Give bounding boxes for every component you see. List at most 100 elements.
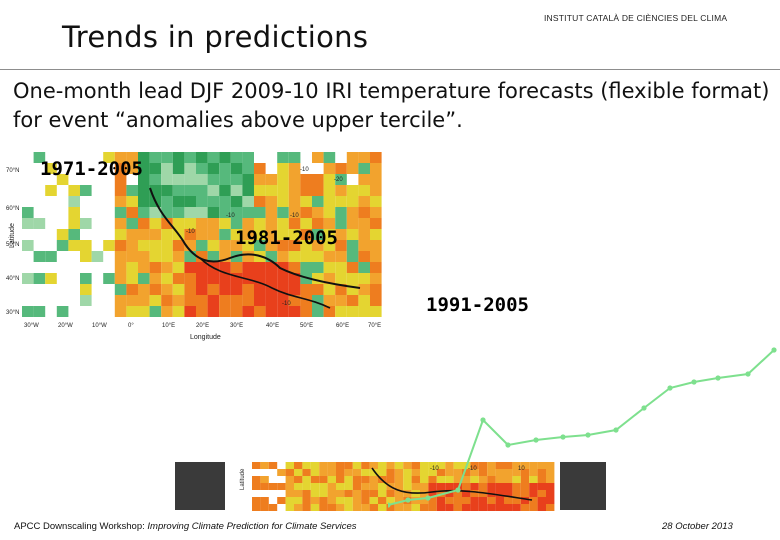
map-cell	[327, 504, 336, 511]
map-cell	[114, 306, 127, 317]
map-cell	[114, 196, 127, 207]
map-cell	[336, 497, 345, 504]
map-cell	[230, 207, 243, 218]
map-cell	[327, 483, 336, 490]
map-cell	[319, 504, 328, 511]
map-cell	[184, 273, 196, 284]
map-cell	[352, 483, 362, 490]
map-cell	[504, 490, 513, 497]
map-cell	[22, 306, 34, 317]
map-cell	[346, 251, 359, 262]
map-cell	[172, 207, 185, 218]
map-cell	[529, 469, 538, 476]
map-cell	[462, 476, 471, 483]
map-cell	[378, 483, 387, 490]
map-cell	[470, 483, 479, 490]
institution-name: INSTITUT CATALÀ DE CIÈNCIES DEL CLIMA	[544, 13, 728, 23]
map-cell	[114, 295, 127, 306]
map-cell	[172, 218, 185, 229]
cell-values: -20 -10 -10 -10 -10 -10	[186, 167, 343, 307]
map-cell	[277, 284, 289, 295]
map-cell	[312, 251, 324, 262]
map-cell	[310, 476, 320, 483]
map-cell	[335, 262, 347, 273]
map-cell	[230, 262, 243, 273]
slide-subtitle: One-month lead DJF 2009-10 IRI temperatu…	[13, 79, 770, 132]
map-cell	[288, 174, 301, 185]
x-axis-label: Longitude	[190, 334, 221, 341]
map-cell	[22, 207, 34, 218]
map-cell	[114, 251, 127, 262]
map-cell	[138, 152, 150, 163]
map-cell	[327, 476, 336, 483]
map-cell	[149, 262, 162, 273]
dark-panel	[560, 462, 606, 510]
map-cell	[184, 284, 196, 295]
y-axis-label: Latitude	[9, 223, 16, 248]
map-cell	[219, 196, 231, 207]
map-cell	[470, 497, 479, 504]
map-cell	[361, 483, 370, 490]
map-cell	[230, 152, 243, 163]
map-cell	[420, 497, 429, 504]
map-cell	[378, 504, 387, 511]
map-cell	[302, 483, 311, 490]
map-cell	[386, 462, 395, 469]
coastline	[149, 187, 361, 289]
map-cell	[138, 262, 150, 273]
map-cell	[436, 497, 446, 504]
map-cell	[254, 306, 266, 317]
map-cell	[312, 152, 324, 163]
map-cell	[254, 284, 266, 295]
map-cell	[323, 207, 336, 218]
map-cell	[512, 490, 521, 497]
map-cell	[335, 306, 347, 317]
map-cell	[45, 163, 57, 174]
map-cell	[403, 469, 412, 476]
map-cell	[196, 207, 208, 218]
coastline	[371, 467, 533, 501]
map-cell	[45, 251, 57, 262]
map-cell	[300, 251, 312, 262]
map-cell	[80, 185, 92, 196]
map-cell	[196, 295, 208, 306]
map-cell	[537, 462, 546, 469]
map-cell	[335, 174, 347, 185]
map-cell	[378, 497, 387, 504]
map-cell	[126, 229, 138, 240]
map-cell	[285, 483, 294, 490]
map-cell	[138, 240, 150, 251]
map-cell	[470, 476, 479, 483]
map-cell	[327, 497, 336, 504]
lat-tick: 50°N	[6, 242, 19, 248]
map-cell	[172, 152, 185, 163]
map-cell	[428, 504, 437, 511]
map-cell	[68, 240, 80, 251]
map-cell	[288, 163, 301, 174]
map-cell	[495, 462, 504, 469]
map-cell	[219, 262, 231, 273]
map-cell	[336, 469, 345, 476]
map-cell	[319, 462, 328, 469]
map-cell	[346, 229, 359, 240]
map-cell	[369, 490, 378, 497]
map-cell	[312, 273, 324, 284]
map-cell	[310, 490, 320, 497]
map-cell	[219, 306, 231, 317]
map-cell	[470, 490, 479, 497]
map-cell	[196, 218, 208, 229]
map-cell	[254, 273, 266, 284]
map-cell	[172, 163, 185, 174]
map-cell	[436, 483, 446, 490]
map-cell	[149, 251, 162, 262]
map-cell	[495, 483, 504, 490]
map-cell	[138, 284, 150, 295]
map-cell	[470, 504, 479, 511]
map-cell	[335, 295, 347, 306]
map-cell	[268, 462, 278, 469]
map-cell	[242, 196, 254, 207]
map-cell	[149, 152, 162, 163]
map-cell	[242, 229, 254, 240]
map-cell	[512, 483, 521, 490]
map-cell	[346, 185, 359, 196]
